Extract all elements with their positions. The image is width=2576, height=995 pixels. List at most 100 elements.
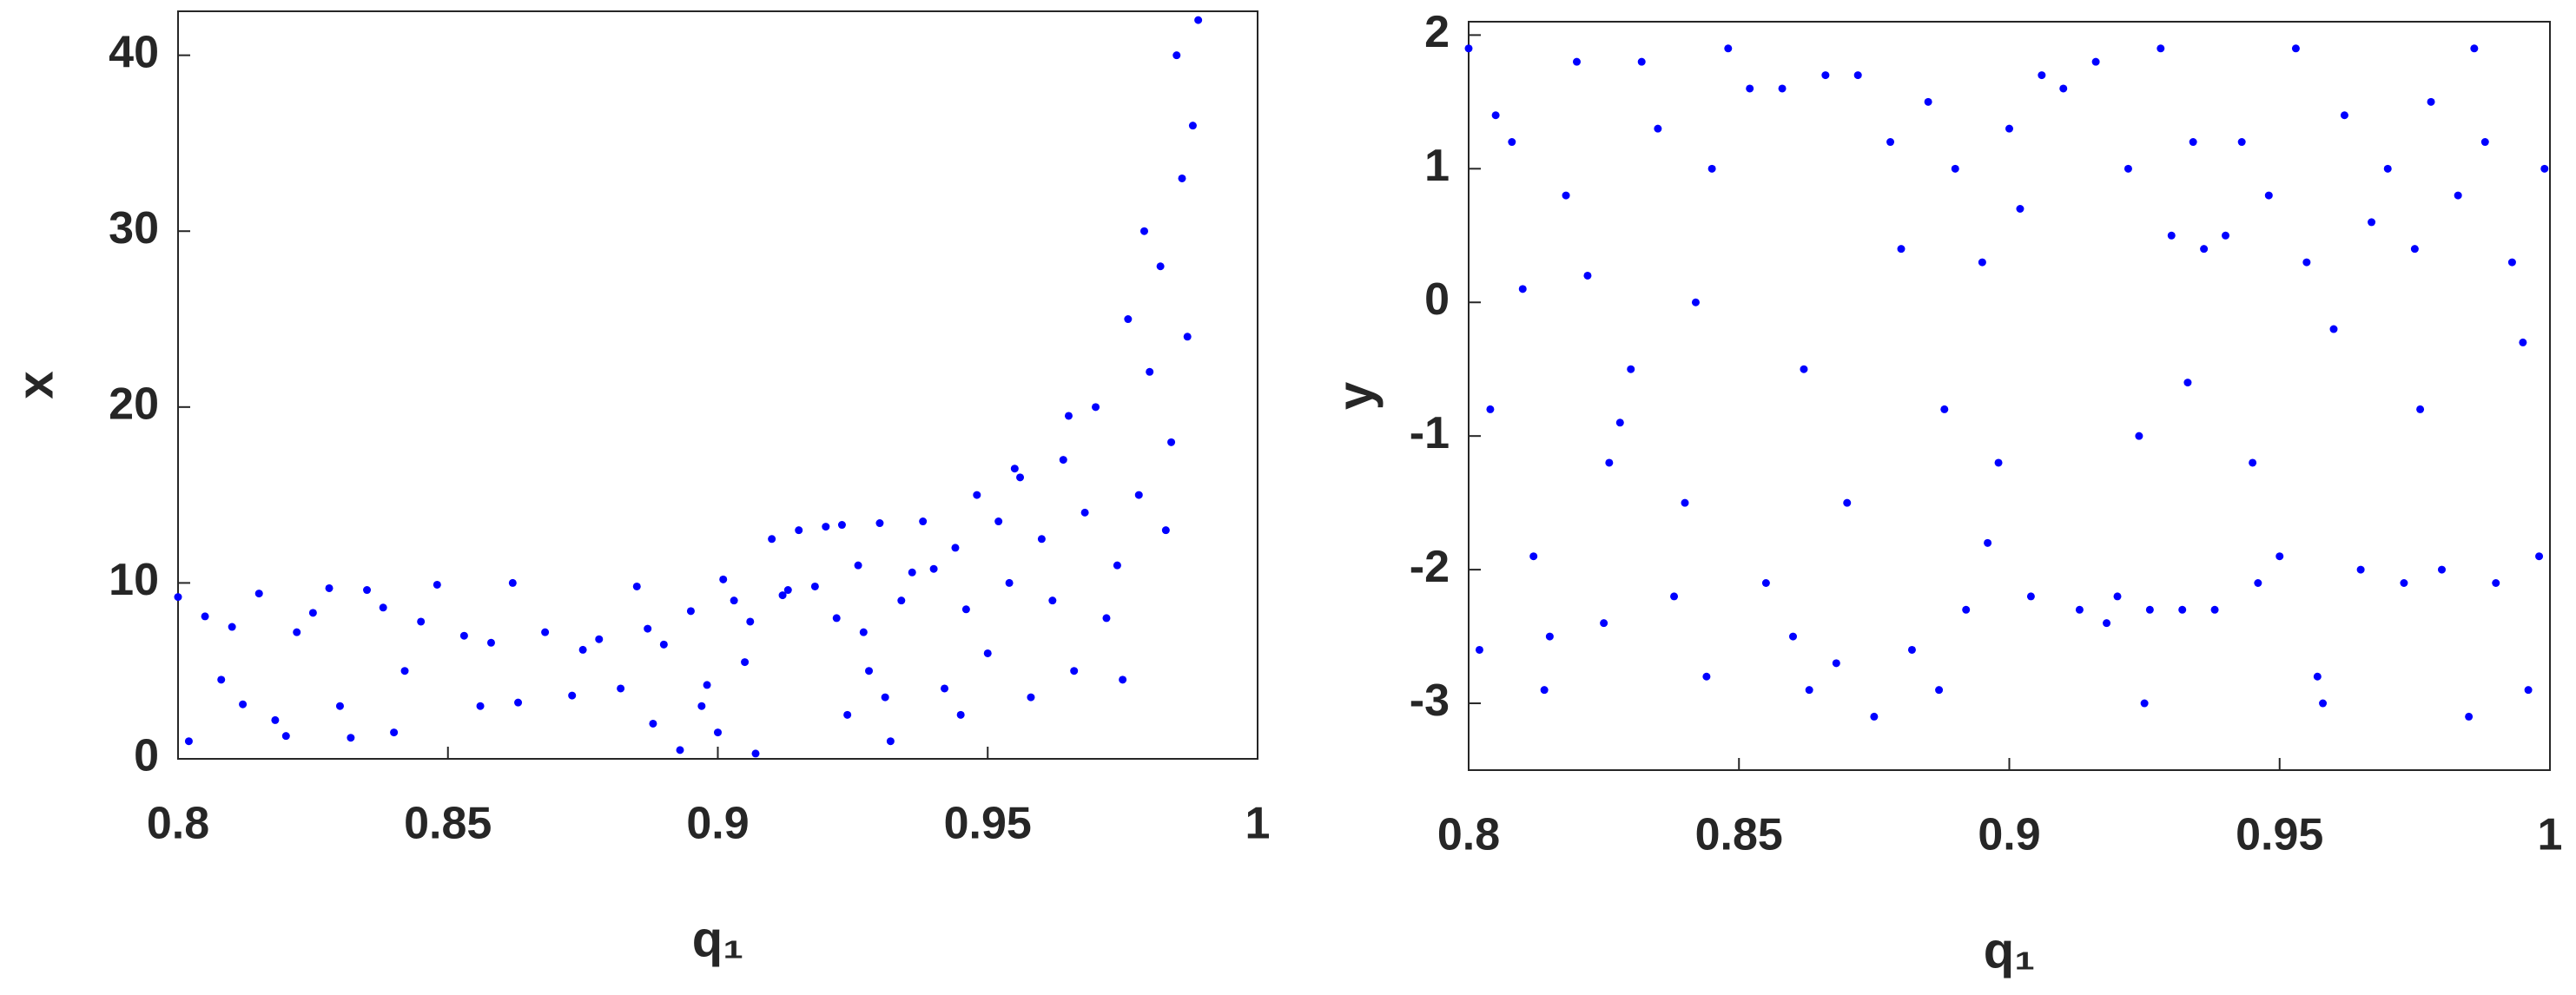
x-tick-label: 0.85	[1695, 810, 1783, 860]
point	[1605, 458, 1614, 467]
point	[859, 628, 868, 636]
point	[201, 612, 209, 621]
point	[254, 590, 263, 598]
point	[1178, 174, 1186, 182]
point	[2438, 565, 2446, 574]
x-tick-label: 0.95	[2236, 810, 2323, 860]
x-tick-label: 0.9	[686, 799, 749, 849]
point	[951, 544, 960, 552]
point	[783, 586, 792, 595]
point	[1853, 71, 1862, 80]
point	[1778, 84, 1787, 93]
point	[719, 575, 728, 583]
point	[2275, 552, 2284, 561]
point	[1183, 333, 1192, 341]
point	[1962, 605, 1971, 614]
point	[1167, 438, 1176, 446]
point	[271, 715, 280, 724]
point	[973, 491, 981, 499]
point	[2340, 111, 2348, 120]
point	[837, 521, 846, 530]
point	[2264, 191, 2273, 200]
point	[1573, 57, 1581, 66]
x-tick-label: 1	[1245, 799, 1271, 849]
point	[1188, 122, 1197, 130]
plot-frame	[177, 10, 1258, 760]
point	[400, 667, 409, 675]
point	[1724, 44, 1733, 53]
y-axis-label: x	[7, 371, 63, 399]
point	[1789, 632, 1797, 641]
point	[1800, 365, 1808, 373]
point	[293, 628, 301, 636]
point	[1124, 315, 1133, 324]
x-tick-label: 0.8	[1437, 810, 1500, 860]
point	[2302, 258, 2311, 267]
point	[433, 580, 441, 589]
point	[714, 728, 722, 737]
point	[617, 684, 625, 693]
point	[541, 628, 550, 636]
point	[2135, 432, 2143, 440]
point	[2113, 592, 2122, 601]
y-tick-label: 40	[109, 27, 159, 77]
point	[1984, 538, 1992, 547]
y-tick-label: 1	[1424, 141, 1450, 191]
point	[2470, 44, 2479, 53]
point	[2075, 605, 2084, 614]
point	[875, 519, 884, 528]
point	[843, 710, 852, 719]
point	[2157, 44, 2165, 53]
point	[1670, 592, 1679, 601]
point	[2249, 458, 2257, 467]
point	[956, 710, 965, 719]
point	[2038, 71, 2046, 80]
y-tick-label: 2	[1424, 7, 1450, 57]
point	[1761, 579, 1770, 587]
point	[2540, 164, 2549, 173]
point	[2524, 686, 2533, 695]
point	[1583, 271, 1592, 280]
point	[2535, 552, 2544, 561]
point	[1870, 712, 1879, 721]
point	[994, 517, 1003, 526]
point	[1978, 258, 1986, 267]
point	[2254, 579, 2262, 587]
point	[1070, 667, 1079, 675]
point	[1615, 418, 1624, 427]
y-tick-label: 0	[134, 731, 159, 781]
point	[703, 681, 711, 689]
point	[632, 582, 641, 590]
point	[2124, 164, 2132, 173]
point	[486, 638, 495, 647]
point	[1059, 456, 1067, 465]
point	[1491, 111, 1500, 120]
point	[2091, 57, 2100, 66]
point	[228, 623, 236, 631]
point	[459, 631, 468, 640]
point	[686, 607, 695, 616]
point	[2427, 97, 2435, 106]
point	[595, 635, 604, 643]
point	[1994, 458, 2003, 467]
point	[676, 746, 684, 754]
point	[1037, 535, 1046, 544]
point	[239, 700, 248, 708]
point	[746, 617, 755, 626]
point	[1064, 412, 1073, 420]
point	[363, 586, 372, 595]
point	[1464, 44, 1473, 53]
point	[1529, 552, 1538, 561]
point	[1092, 403, 1100, 412]
point	[1627, 365, 1635, 373]
y-tick-label: 10	[109, 555, 159, 605]
x-tick-label: 0.8	[147, 799, 209, 849]
point	[347, 734, 355, 742]
point	[2291, 44, 2300, 53]
point	[1562, 191, 1570, 200]
point	[217, 675, 226, 684]
point	[2237, 138, 2246, 147]
point	[2016, 205, 2024, 213]
point	[2454, 191, 2462, 200]
